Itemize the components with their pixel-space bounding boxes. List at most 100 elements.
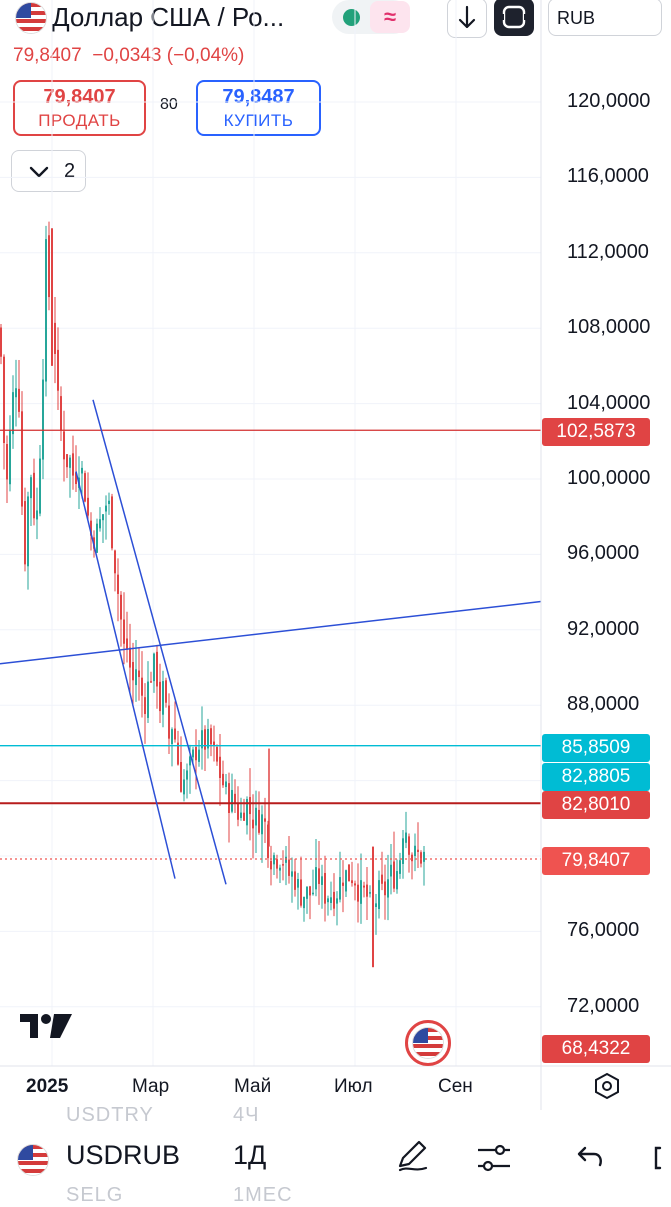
trend-line xyxy=(92,399,227,885)
candle-body xyxy=(12,392,14,435)
candle-body xyxy=(207,728,209,749)
candle-body xyxy=(318,868,320,884)
sliders-icon[interactable] xyxy=(474,1138,514,1178)
candle-body xyxy=(189,756,191,766)
candle-body xyxy=(75,472,77,485)
candle-body xyxy=(228,783,230,813)
candle-body xyxy=(96,523,98,553)
candle-body xyxy=(411,854,413,862)
price-tick-label: 72,0000 xyxy=(567,994,640,1017)
candle-body xyxy=(33,472,35,519)
candle-body xyxy=(45,239,47,382)
price-chart[interactable] xyxy=(0,0,671,1120)
candle-body xyxy=(417,849,419,853)
candle-body xyxy=(252,819,254,829)
price-tick-label: 100,0000 xyxy=(567,467,651,489)
candle-body xyxy=(195,746,197,761)
candle-body xyxy=(408,836,410,855)
candle-body xyxy=(150,681,152,683)
us-flag-icon xyxy=(16,3,46,33)
candle-body xyxy=(246,798,248,826)
candle-body xyxy=(387,879,389,898)
candle-body xyxy=(285,856,287,863)
candle-body xyxy=(90,520,92,536)
time-label-jul: Июл xyxy=(334,1076,373,1097)
candle-body xyxy=(153,653,155,682)
candle-body xyxy=(273,855,275,865)
currency-selector[interactable]: RUB xyxy=(548,0,662,36)
trend-line xyxy=(75,471,176,879)
time-label-mar: Мар xyxy=(132,1076,170,1097)
candle-body xyxy=(309,886,311,896)
candle-body xyxy=(369,892,371,894)
candle-body xyxy=(120,594,122,620)
candle-body xyxy=(99,519,101,529)
candle-body xyxy=(348,864,350,882)
trend-lines xyxy=(0,399,542,885)
candle-body xyxy=(378,880,380,909)
candle-body xyxy=(3,356,5,444)
candle-body xyxy=(24,501,26,565)
candle-body xyxy=(264,818,266,822)
candle-body xyxy=(138,670,140,678)
chart-grid xyxy=(0,0,541,1066)
candle-body xyxy=(117,574,119,594)
candle-body xyxy=(114,550,116,574)
indicators-toggle[interactable]: 2 xyxy=(11,150,86,192)
wave-icon[interactable]: ≈ xyxy=(370,1,410,33)
candles xyxy=(0,221,425,968)
candle-body xyxy=(225,781,227,788)
fullscreen-button[interactable] xyxy=(494,0,534,36)
candle-body xyxy=(168,705,170,739)
candle-body xyxy=(165,680,167,703)
candle-body xyxy=(39,458,41,514)
pen-icon[interactable] xyxy=(392,1136,432,1176)
candle-body xyxy=(111,496,113,549)
interval-selector[interactable]: 1Д xyxy=(233,1140,267,1170)
candle-body xyxy=(180,762,182,792)
symbol-title[interactable]: Доллар США / Ро... xyxy=(52,2,285,32)
candle-body xyxy=(381,874,383,884)
candle-body xyxy=(108,500,110,505)
price-tag: 68,4322 xyxy=(542,1035,650,1063)
candle-body xyxy=(18,388,20,412)
candle-body xyxy=(405,832,407,843)
candle-body xyxy=(48,235,50,298)
undo-icon[interactable] xyxy=(572,1140,608,1176)
symbol-selector[interactable]: USDRUB xyxy=(66,1140,181,1170)
candle-body xyxy=(237,803,239,820)
candle-body xyxy=(219,756,221,779)
candle-body xyxy=(147,681,149,718)
candle-body xyxy=(321,876,323,885)
candle-body xyxy=(255,807,257,826)
settings-hexagon-icon[interactable] xyxy=(593,1072,621,1100)
price-tag: 82,8805 xyxy=(542,763,650,791)
time-label-may: Май xyxy=(234,1076,272,1097)
ghost-symbol-bottom: SELG xyxy=(66,1184,124,1206)
fullscreen-icon xyxy=(500,5,528,29)
candle-body xyxy=(294,871,296,890)
redo-icon[interactable] xyxy=(650,1140,671,1176)
candle-body xyxy=(267,824,269,859)
ghost-symbol-top: USDTRY xyxy=(66,1104,154,1126)
candle-body xyxy=(198,749,200,762)
candle-body xyxy=(276,859,278,869)
candle-body xyxy=(0,327,2,357)
arrow-down-button[interactable] xyxy=(447,0,487,38)
candle-body xyxy=(288,859,290,876)
candle-body xyxy=(375,903,377,907)
candle-body xyxy=(84,473,86,502)
candle-body xyxy=(123,619,125,644)
candle-body xyxy=(42,379,44,460)
candle-body xyxy=(363,885,365,888)
candle-body xyxy=(312,892,314,895)
candle-body xyxy=(36,510,38,520)
spread-value: 80 xyxy=(160,96,178,113)
candle-body xyxy=(6,444,8,480)
candle-body xyxy=(330,897,332,904)
price-tag: 85,8509 xyxy=(542,734,650,762)
candle-body xyxy=(222,773,224,786)
candle-body xyxy=(336,898,338,904)
candle-body xyxy=(21,411,23,507)
candle-body xyxy=(345,870,347,892)
